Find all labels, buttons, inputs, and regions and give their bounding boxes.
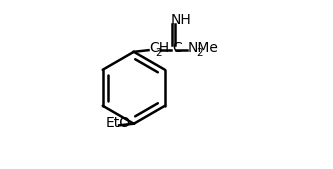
Text: EtO: EtO — [105, 116, 130, 130]
Text: 2: 2 — [197, 48, 203, 58]
Text: NMe: NMe — [187, 41, 218, 55]
Text: 2: 2 — [156, 48, 163, 58]
Text: NH: NH — [170, 13, 191, 27]
Text: CH: CH — [149, 41, 169, 55]
Text: C: C — [172, 41, 182, 55]
